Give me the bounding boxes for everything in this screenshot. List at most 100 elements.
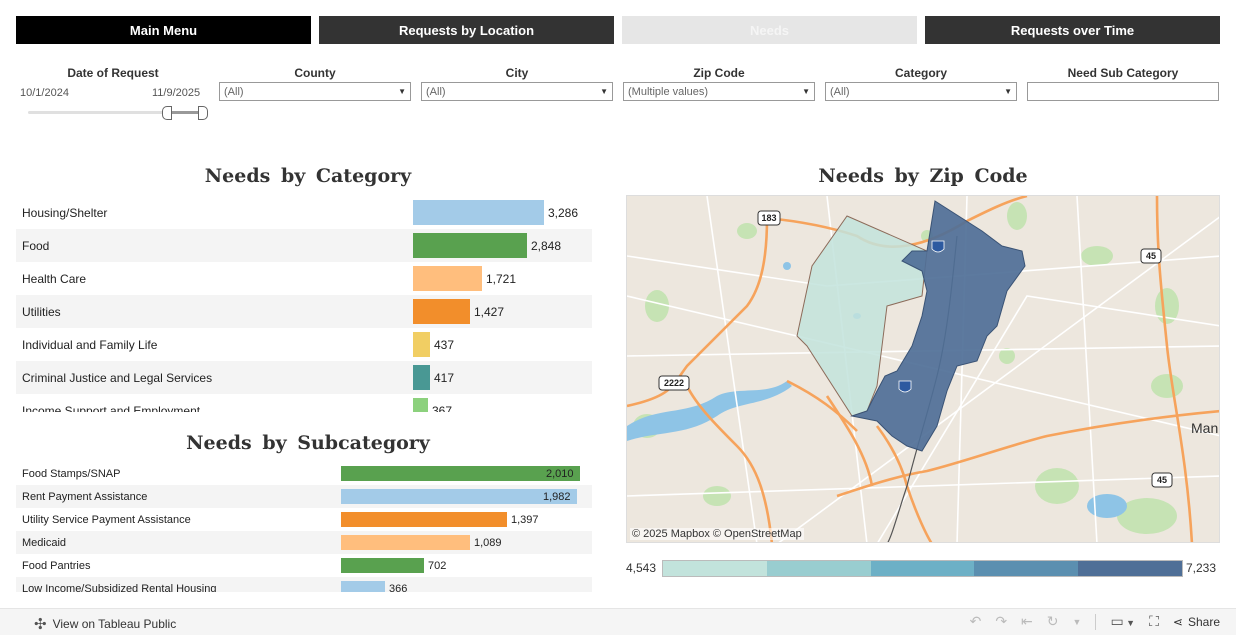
category-label: Individual and Family Life: [22, 337, 158, 352]
subcategory-value: 1,397: [511, 513, 539, 526]
redo-icon[interactable]: ↷: [995, 613, 1008, 629]
color-legend: [662, 560, 1183, 577]
category-value: 3,286: [548, 205, 579, 220]
subcategory-bar[interactable]: [341, 489, 577, 504]
category-label: Utilities: [22, 304, 61, 319]
needs-by-category-title: Needs by Category: [204, 165, 412, 187]
category-row[interactable]: Income Support and Employment 367: [16, 394, 592, 412]
fullscreen-icon[interactable]: ⛶: [1149, 613, 1159, 629]
category-bar[interactable]: [413, 398, 428, 412]
category-row[interactable]: Individual and Family Life 437: [16, 328, 592, 361]
category-value: 437: [434, 337, 455, 352]
category-bar[interactable]: [413, 299, 470, 324]
shield-183-label: 183: [761, 213, 776, 223]
category-bar[interactable]: [413, 233, 527, 258]
requests-by-location-button[interactable]: Requests by Location: [319, 16, 614, 44]
category-row[interactable]: Health Care 1,721: [16, 262, 592, 295]
subcategory-value: 702: [428, 559, 447, 572]
legend-swatch: [663, 561, 767, 576]
subcategory-row[interactable]: Food Pantries 702: [16, 554, 592, 577]
category-row[interactable]: Housing/Shelter 3,286: [16, 196, 592, 229]
subcategory-label: Medicaid: [22, 536, 67, 549]
main-menu-button[interactable]: Main Menu: [16, 16, 311, 44]
county-dropdown-value: (All): [224, 85, 244, 98]
category-bar[interactable]: [413, 266, 482, 291]
subcategory-bar[interactable]: [341, 535, 470, 550]
refresh-icon[interactable]: ↻: [1046, 613, 1059, 629]
shield-45-north-label: 45: [1146, 251, 1156, 261]
map-minor-roads: [627, 196, 1219, 542]
needs-by-category-chart: Housing/Shelter 3,286 Food 2,848 Health Care…: [16, 196, 592, 412]
undo-icon[interactable]: ↶: [969, 613, 982, 629]
legend-swatch: [1078, 561, 1182, 576]
category-row[interactable]: Food 2,848: [16, 229, 592, 262]
share-button[interactable]: ⋖ Share: [1173, 615, 1220, 629]
category-bar[interactable]: [413, 365, 430, 390]
subcategory-value: 1,089: [474, 536, 502, 549]
needs-by-zip-map[interactable]: 183 2222 45 45 Man © 2025 Mapbox © OpenS…: [626, 195, 1220, 543]
date-end-value: 11/9/2025: [152, 87, 201, 99]
category-dropdown-value: (All): [830, 85, 850, 98]
map-canvas[interactable]: 183 2222 45 45: [627, 196, 1220, 543]
subcategory-label: Food Pantries: [22, 559, 91, 572]
subcategory-value: 2,010: [546, 467, 574, 480]
county-dropdown[interactable]: (All) ▼: [219, 82, 411, 101]
city-filter-label: City: [505, 66, 529, 80]
legend-swatch: [870, 561, 975, 576]
subcategory-bar[interactable]: [341, 512, 507, 527]
subcategory-row[interactable]: Rent Payment Assistance 1,982: [16, 485, 592, 508]
refresh-dropdown-icon[interactable]: ▼: [1072, 616, 1082, 627]
category-row[interactable]: Utilities 1,427: [16, 295, 592, 328]
county-filter-label: County: [294, 66, 336, 80]
share-icon: ⋖: [1172, 614, 1183, 629]
dashboard-nav: Main Menu Requests by Location Needs Req…: [16, 16, 1220, 44]
category-label: Income Support and Employment: [22, 403, 201, 413]
category-bar[interactable]: [413, 332, 430, 357]
subcategory-row[interactable]: Utility Service Payment Assistance 1,397: [16, 508, 592, 531]
category-row[interactable]: Criminal Justice and Legal Services 417: [16, 361, 592, 394]
dropdown-arrow-icon: ▼: [1004, 87, 1012, 96]
category-filter-label: Category: [894, 66, 947, 80]
map-place-label: Man: [1191, 420, 1219, 436]
subcategory-label: Low Income/Subsidized Rental Housing: [22, 582, 217, 593]
city-dropdown-value: (All): [426, 85, 446, 98]
date-slider-start-handle[interactable]: [162, 106, 172, 120]
shield-2222-label: 2222: [664, 378, 684, 388]
category-label: Criminal Justice and Legal Services: [22, 370, 213, 385]
category-label: Health Care: [22, 271, 87, 286]
subcategory-row[interactable]: Low Income/Subsidized Rental Housing 366: [16, 577, 592, 592]
category-label: Food: [22, 238, 50, 253]
subcategory-row[interactable]: Food Stamps/SNAP 2,010: [16, 462, 592, 485]
legend-max-value: 7,233: [1186, 561, 1217, 575]
category-bar[interactable]: [413, 200, 544, 225]
need-sub-category-filter-label: Need Sub Category: [1067, 66, 1179, 80]
zip-region-high[interactable]: [850, 200, 1026, 452]
date-slider-track[interactable]: [28, 111, 206, 114]
subcategory-row[interactable]: Medicaid 1,089: [16, 531, 592, 554]
city-dropdown[interactable]: (All) ▼: [421, 82, 613, 101]
category-value: 367: [432, 403, 453, 413]
tableau-toolbar: ✣ View on Tableau Public ↶ ↷ ⇤ ↻ ▼ ▭ ▼ ⛶…: [0, 608, 1236, 635]
subcategory-bar[interactable]: [341, 466, 580, 481]
category-value: 417: [434, 370, 455, 385]
view-on-tableau-link[interactable]: ✣ View on Tableau Public: [34, 615, 176, 633]
subcategory-value: 1,982: [543, 490, 571, 503]
map-attribution[interactable]: © 2025 Mapbox © OpenStreetMap: [630, 528, 804, 540]
category-dropdown[interactable]: (All) ▼: [825, 82, 1017, 101]
subcategory-bar[interactable]: [341, 558, 424, 573]
tableau-logo-icon: ✣: [34, 616, 47, 633]
zip-filter-label: Zip Code: [693, 66, 745, 80]
dropdown-arrow-icon: ▼: [398, 87, 406, 96]
date-slider-end-handle[interactable]: [198, 106, 208, 120]
need-sub-category-input[interactable]: [1027, 82, 1219, 101]
needs-by-subcategory-chart: Food Stamps/SNAP 2,010 Rent Payment Assist…: [16, 462, 592, 592]
needs-by-subcategory-title: Needs by Subcategory: [186, 432, 430, 454]
requests-over-time-button[interactable]: Requests over Time: [925, 16, 1220, 44]
category-value: 2,848: [531, 238, 562, 253]
share-label: Share: [1187, 614, 1220, 629]
revert-icon[interactable]: ⇤: [1021, 613, 1033, 629]
needs-button[interactable]: Needs: [622, 16, 917, 44]
comment-icon[interactable]: ▭ ▼: [1110, 613, 1136, 629]
subcategory-bar[interactable]: [341, 581, 385, 592]
zip-dropdown[interactable]: (Multiple values) ▼: [623, 82, 815, 101]
